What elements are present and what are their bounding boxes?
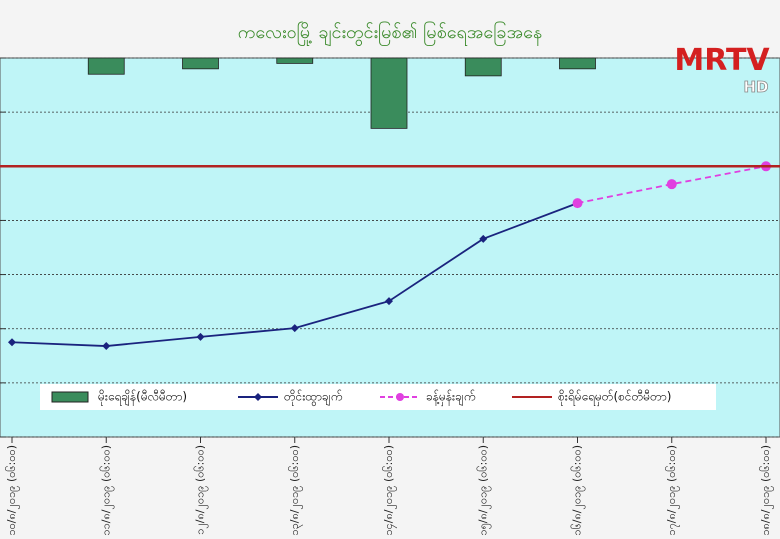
line <box>577 165 767 204</box>
bar <box>87 57 125 75</box>
x-tick-label: ၁၀/၈/၂၀၁၉ (၀၆:၀၀) <box>5 445 20 535</box>
legend-swatch <box>51 391 89 403</box>
logo: MRTV <box>674 43 770 78</box>
x-tick-label: ၁၁/၈/၂၀၁၉ (၀၆:၀၀) <box>99 445 114 535</box>
x-tick-label: ၁၅/၈/၂၀၁၉ (၀၆:၀၀) <box>476 445 491 535</box>
legend-label: စိုးရိမ်ရေမှတ်(စင်တီမီတာ) <box>558 389 671 407</box>
x-tick-label: ၁၇/၈/၂၀၁၉ (၀၆:၀၀) <box>665 445 680 535</box>
marker <box>385 297 393 306</box>
x-tick-label: ၁၄/၈/၂၀၁၉ (၀၆:၀၀) <box>382 445 397 535</box>
x-tick-label: ၁၂/၈/၂၀၁၉ (၀၆:၀၀) <box>194 445 209 535</box>
marker <box>572 198 583 209</box>
bar <box>276 57 314 64</box>
x-tick-label: ၁၈/၈/၂၀၁၉ (၀၆:၀၀) <box>759 445 774 535</box>
legend: မိုးရေချိန်(မီလီမီတာ) တိုင်းထွာချက် ခန့်မှ… <box>40 384 716 410</box>
legend-label: ခန့်မှန်းချက် <box>426 389 475 407</box>
legend-label: မိုးရေချိန်(မီလီမီတာ) <box>98 389 187 407</box>
x-tick-label: ၁၃/၈/၂၀၁၉ (၀၆:၀၀) <box>288 445 303 535</box>
marker <box>102 342 111 351</box>
marker <box>666 179 677 190</box>
bar <box>182 57 219 70</box>
chart-title: ကလေးဝမြို့ ချင်းတွင်းမြစ်၏ မြစ်ရေအခြေအနေ <box>238 21 543 46</box>
marker <box>290 324 299 333</box>
marker <box>196 332 205 341</box>
marker <box>8 338 16 347</box>
bar <box>464 57 502 77</box>
bar <box>559 57 596 70</box>
legend-marker <box>396 393 404 401</box>
logo-sub: HD <box>743 78 768 96</box>
marker <box>479 234 488 243</box>
bar <box>370 57 408 129</box>
legend-box <box>40 384 716 410</box>
legend-marker <box>254 393 262 401</box>
x-tick-label: ၁၆/၈/၂၀၁၉ (၀၆:၀၀) <box>571 445 586 535</box>
legend-label: တိုင်းထွာချက် <box>284 389 342 407</box>
